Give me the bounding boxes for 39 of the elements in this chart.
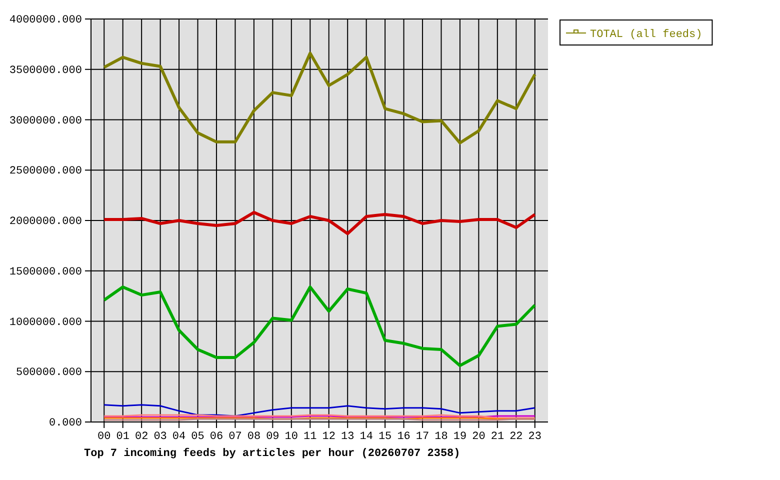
x-tick-label: 21 [490,430,504,443]
x-tick-label: 17 [416,430,430,443]
x-tick-label: 07 [228,430,242,443]
x-tick-label: 23 [528,430,542,443]
x-tick-label: 06 [210,430,224,443]
x-tick-label: 01 [116,430,130,443]
x-tick-label: 16 [397,430,410,443]
x-tick-label: 14 [360,430,374,443]
x-tick-label: 19 [453,430,467,443]
x-tick-label: 02 [134,430,148,443]
x-tick-label: 03 [154,430,167,443]
x-tick-label: 11 [304,430,318,443]
x-tick-label: 04 [172,430,186,443]
x-tick-label: 05 [191,430,204,443]
y-tick-label: 2500000.000 [9,166,82,178]
x-tick-label: 13 [340,430,354,443]
x-tick-label: 00 [98,430,111,443]
x-tick-label: 09 [266,430,280,443]
line-series [102,52,536,144]
legend-label: TOTAL (all feeds) [590,29,702,41]
x-tick-label: 10 [284,430,298,443]
y-tick-label: 3000000.000 [9,115,82,128]
y-tick-label: 1000000.000 [9,316,82,329]
line-series [103,404,536,417]
x-tick-label: 15 [378,430,392,443]
y-tick-label: 2000000.000 [9,216,82,228]
x-tick-label: 18 [434,430,448,443]
y-tick-label: 1500000.000 [9,266,82,278]
text: Top 7 incoming feeds by articles per hour (20260707 2358) [84,447,460,460]
x-tick-label: 12 [322,430,336,443]
x-tick-label: 20 [472,430,486,443]
x-tick-label: 08 [247,430,261,443]
y-tick-label: 0.000 [48,418,82,430]
line-series [102,210,536,236]
x-tick-label: 22 [510,430,523,443]
y-tick-label: 500000.000 [16,367,82,380]
line-series [102,285,536,368]
y-tick-label: 4000000.000 [9,14,82,27]
y-tick-label: 3500000.000 [9,64,82,77]
